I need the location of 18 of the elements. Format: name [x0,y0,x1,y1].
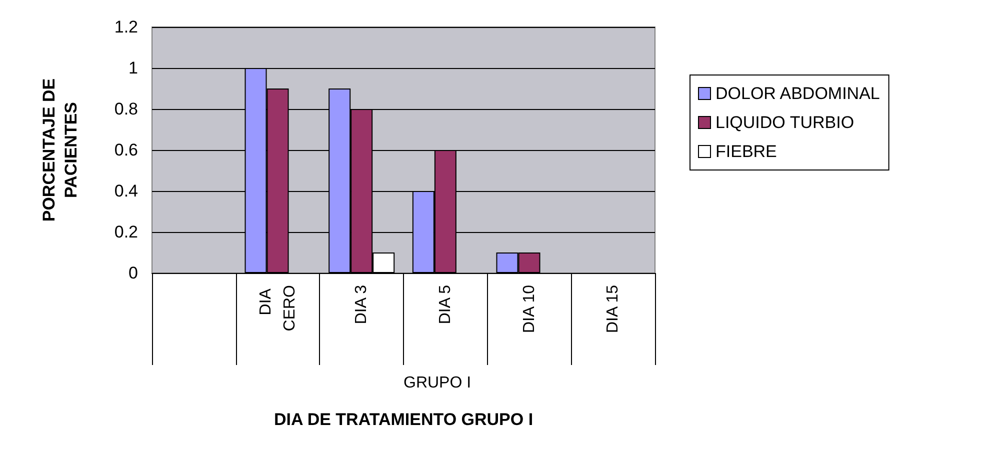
y-tick-label: 0.6 [114,140,138,160]
x-tick-label: DIA 5 [436,284,454,324]
legend-label: FIEBRE [716,142,777,161]
y-tick-label: 0 [128,264,138,282]
x-axis-title: DIA DE TRATAMIENTO GRUPO I [274,410,534,429]
y-tick-label: 0.4 [114,182,138,200]
x-tick-label: DIA CERO [257,285,298,332]
x-tick-label: DIA 15 [604,284,622,334]
y-axis-title: PORCENTAJE DE PACIENTES [40,78,80,222]
x-tick-label: DIA 3 [353,284,370,324]
y-tick-label: 1.2 [114,18,138,36]
x-tick-label: DIA 10 [520,284,538,334]
y-tick-label: 1 [128,58,138,78]
legend-label: DOLOR ABDOMINAL [716,84,880,103]
y-tick-label: 0.2 [114,222,138,242]
legend-label: LIQUIDO TURBIO [716,113,854,132]
y-tick-label: 0.8 [114,100,138,118]
text: GRUPO I [404,374,472,392]
